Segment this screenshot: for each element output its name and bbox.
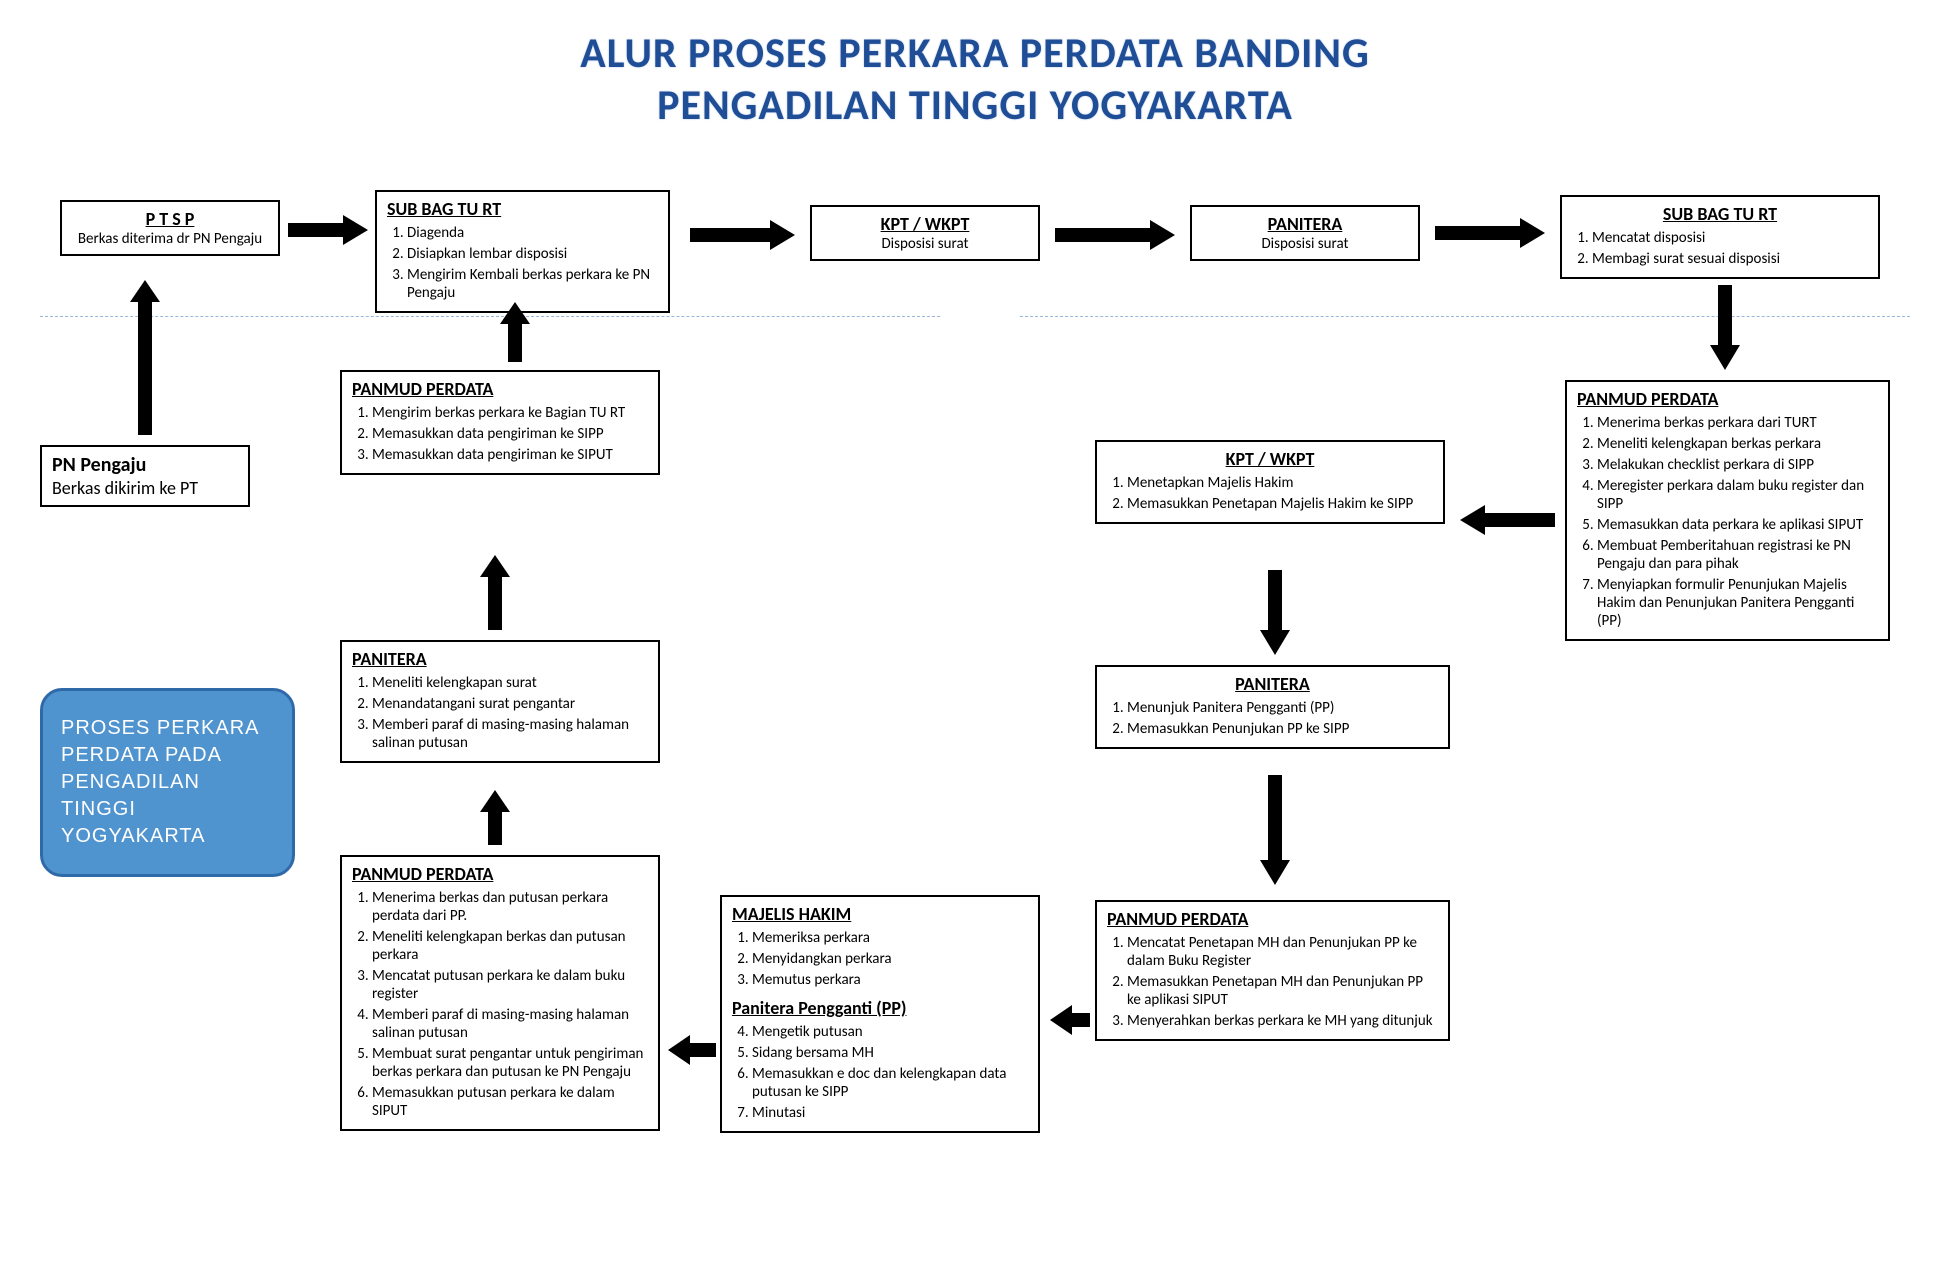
node-heading: KPT / WKPT — [1107, 448, 1433, 470]
list-item: Memeriksa perkara — [752, 929, 1028, 947]
node-panitera-1: PANITERA Disposisi surat — [1190, 205, 1420, 261]
list-item: Mencatat disposisi — [1592, 229, 1868, 247]
list-item: Menyidangkan perkara — [752, 950, 1028, 968]
list-item: Meneliti kelengkapan berkas perkara — [1597, 435, 1878, 453]
node-heading: P T S P — [72, 208, 268, 230]
list-item: Diagenda — [407, 224, 658, 242]
list-item: Membagi surat sesuai disposisi — [1592, 250, 1868, 268]
list-item: Memasukkan Penunjukan PP ke SIPP — [1127, 720, 1438, 738]
node-subbag-2: SUB BAG TU RT Mencatat disposisi Membagi… — [1560, 195, 1880, 279]
list-item: Memasukkan Penetapan Majelis Hakim ke SI… — [1127, 495, 1433, 513]
node-heading: PANITERA — [1107, 673, 1438, 695]
arrow-right-icon — [1055, 220, 1175, 250]
node-heading: PN Pengaju — [52, 453, 238, 477]
list-item: Memasukkan e doc dan kelengkapan data pu… — [752, 1065, 1028, 1101]
page-title-1: ALUR PROSES PERKARA PERDATA BANDING — [0, 28, 1950, 79]
list-item: Memasukkan data pengiriman ke SIPUT — [372, 446, 648, 464]
node-heading: MAJELIS HAKIM — [732, 903, 1028, 925]
node-text: Berkas diterima dr PN Pengaju — [72, 230, 268, 248]
node-subbag-1: SUB BAG TU RT Diagenda Disiapkan lembar … — [375, 190, 670, 313]
node-ptsp: P T S P Berkas diterima dr PN Pengaju — [60, 200, 280, 256]
list-item: Meneliti kelengkapan surat — [372, 674, 648, 692]
list-item: Mengirim Kembali berkas perkara ke PN Pe… — [407, 266, 658, 302]
arrow-left-icon — [1460, 505, 1555, 535]
node-text: Berkas dikirim ke PT — [52, 477, 238, 499]
list-item: Menandatangani surat pengantar — [372, 695, 648, 713]
list-item: Menetapkan Majelis Hakim — [1127, 474, 1433, 492]
arrow-down-icon — [1710, 285, 1740, 370]
node-heading: PANMUD PERDATA — [352, 863, 648, 885]
node-text: Disposisi surat — [822, 235, 1028, 253]
node-panmud-top: PANMUD PERDATA Mengirim berkas perkara k… — [340, 370, 660, 475]
list-item: Membuat surat pengantar untuk pengiriman… — [372, 1045, 648, 1081]
node-heading: Panitera Pengganti (PP) — [732, 997, 1028, 1019]
arrow-down-icon — [1260, 570, 1290, 655]
list-item: Disiapkan lembar disposisi — [407, 245, 658, 263]
list-item: Menyerahkan berkas perkara ke MH yang di… — [1127, 1012, 1438, 1030]
list-item: Menerima berkas perkara dari TURT — [1597, 414, 1878, 432]
list-item: Mencatat putusan perkara ke dalam buku r… — [372, 967, 648, 1003]
node-heading: PANMUD PERDATA — [1107, 908, 1438, 930]
list-item: Minutasi — [752, 1104, 1028, 1122]
callout-line: YOGYAKARTA — [61, 823, 274, 850]
list-item: Mencatat Penetapan MH dan Penunjukan PP … — [1127, 934, 1438, 970]
list-item: Mengirim berkas perkara ke Bagian TU RT — [372, 404, 648, 422]
arrow-left-icon — [668, 1035, 716, 1065]
node-heading: PANMUD PERDATA — [1577, 388, 1878, 410]
list-item: Membuat Pemberitahuan registrasi ke PN P… — [1597, 537, 1878, 573]
callout-line: PENGADILAN TINGGI — [61, 769, 274, 823]
node-heading: PANMUD PERDATA — [352, 378, 648, 400]
list-item: Memasukkan putusan perkara ke dalam SIPU… — [372, 1084, 648, 1120]
list-item: Memasukkan data perkara ke aplikasi SIPU… — [1597, 516, 1878, 534]
list-item: Memasukkan data pengiriman ke SIPP — [372, 425, 648, 443]
node-panitera-2: PANITERA Meneliti kelengkapan surat Mena… — [340, 640, 660, 763]
list-item: Mengetik putusan — [752, 1023, 1028, 1041]
node-kpt-1: KPT / WKPT Disposisi surat — [810, 205, 1040, 261]
callout-line: PERDATA PADA — [61, 742, 274, 769]
list-item: Memberi paraf di masing-masing halaman s… — [372, 1006, 648, 1042]
arrow-left-icon — [1050, 1005, 1090, 1035]
node-text: Disposisi surat — [1202, 235, 1408, 253]
arrow-down-icon — [1260, 775, 1290, 885]
arrow-up-icon — [480, 555, 510, 630]
node-heading: KPT / WKPT — [822, 213, 1028, 235]
divider — [40, 316, 940, 317]
node-heading: PANITERA — [352, 648, 648, 670]
node-majelis-hakim: MAJELIS HAKIM Memeriksa perkara Menyidan… — [720, 895, 1040, 1133]
divider — [1020, 316, 1910, 317]
node-heading: PANITERA — [1202, 213, 1408, 235]
list-item: Memberi paraf di masing-masing halaman s… — [372, 716, 648, 752]
arrow-right-icon — [288, 215, 368, 245]
list-item: Memasukkan Penetapan MH dan Penunjukan P… — [1127, 973, 1438, 1009]
list-item: Memutus perkara — [752, 971, 1028, 989]
node-panmud-left: PANMUD PERDATA Menerima berkas dan putus… — [340, 855, 660, 1131]
node-heading: SUB BAG TU RT — [1572, 203, 1868, 225]
list-item: Menunjuk Panitera Pengganti (PP) — [1127, 699, 1438, 717]
node-panitera-3: PANITERA Menunjuk Panitera Pengganti (PP… — [1095, 665, 1450, 749]
page-title-2: PENGADILAN TINGGI YOGYAKARTA — [0, 80, 1950, 131]
list-item: Menerima berkas dan putusan perkara perd… — [372, 889, 648, 925]
arrow-up-icon — [130, 280, 160, 435]
callout-process: PROSES PERKARA PERDATA PADA PENGADILAN T… — [40, 688, 295, 877]
callout-line: PROSES PERKARA — [61, 715, 274, 742]
list-item: Sidang bersama MH — [752, 1044, 1028, 1062]
list-item: Meregister perkara dalam buku register d… — [1597, 477, 1878, 513]
node-kpt-2: KPT / WKPT Menetapkan Majelis Hakim Mema… — [1095, 440, 1445, 524]
node-panmud-right: PANMUD PERDATA Menerima berkas perkara d… — [1565, 380, 1890, 641]
list-item: Menyiapkan formulir Penunjukan Majelis H… — [1597, 576, 1878, 630]
arrow-right-icon — [690, 220, 795, 250]
node-pn-pengaju: PN Pengaju Berkas dikirim ke PT — [40, 445, 250, 507]
arrow-up-icon — [480, 790, 510, 845]
node-panmud-mid: PANMUD PERDATA Mencatat Penetapan MH dan… — [1095, 900, 1450, 1041]
node-heading: SUB BAG TU RT — [387, 198, 658, 220]
list-item: Meneliti kelengkapan berkas dan putusan … — [372, 928, 648, 964]
arrow-right-icon — [1435, 218, 1545, 248]
list-item: Melakukan checklist perkara di SIPP — [1597, 456, 1878, 474]
